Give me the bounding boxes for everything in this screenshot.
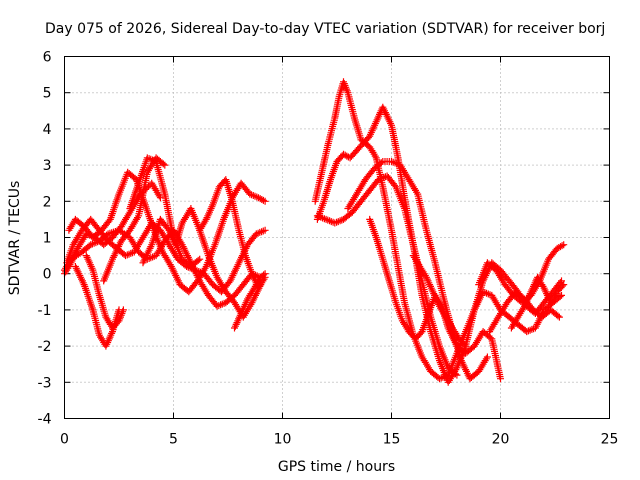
data-point [558, 277, 565, 285]
data-point [127, 249, 135, 257]
x-axis-label: GPS time / hours [278, 459, 395, 475]
data-point [555, 313, 563, 321]
series-track-17 [409, 252, 470, 350]
data-point [481, 289, 489, 296]
data-point [560, 241, 568, 249]
data-point [453, 371, 461, 379]
y-tick-label: 3 [43, 158, 52, 174]
data-point [462, 342, 470, 350]
data-point [261, 270, 269, 278]
y-tick-label: 0 [43, 267, 52, 283]
data-point [87, 241, 95, 249]
data-point [260, 271, 268, 279]
chart-title: Day 075 of 2026, Sidereal Day-to-day VTE… [45, 21, 605, 37]
data-point [484, 290, 492, 298]
data-point [196, 255, 204, 263]
data-point [451, 370, 459, 378]
data-point [159, 160, 167, 168]
data-point [194, 256, 202, 264]
data-point [523, 328, 531, 336]
data-points [61, 78, 568, 386]
data-point [254, 229, 262, 237]
data-point [460, 341, 468, 349]
data-point [333, 218, 341, 226]
data-point [336, 217, 344, 225]
data-point [261, 226, 269, 234]
y-tick-label: 1 [43, 231, 52, 247]
series-track-10 [196, 176, 269, 292]
data-point [149, 253, 157, 261]
series-track-20 [507, 273, 568, 332]
data-point [554, 312, 562, 320]
series-track-12 [311, 78, 565, 383]
series-track-08 [126, 154, 204, 270]
data-point [246, 190, 254, 198]
data-point [213, 302, 221, 310]
data-point [217, 301, 225, 309]
data-point [381, 173, 389, 181]
data-point [258, 228, 266, 236]
data-point [320, 215, 328, 223]
data-point [524, 327, 532, 335]
data-point [388, 158, 395, 165]
x-tick-label: 25 [601, 432, 619, 448]
y-tick-label: -4 [38, 412, 52, 428]
data-point [483, 353, 491, 361]
y-tick-label: 6 [43, 50, 52, 66]
data-point [558, 242, 566, 250]
y-tick-label: -2 [38, 339, 52, 355]
data-point [92, 239, 100, 247]
data-point [326, 217, 334, 225]
data-point [259, 196, 267, 204]
data-point [253, 193, 261, 201]
x-tick-label: 15 [383, 432, 401, 448]
data-point [322, 215, 330, 223]
x-tick-label: 20 [492, 432, 510, 448]
x-tick-label: 10 [274, 432, 292, 448]
y-axis-label: SDTVAR / TECUs [7, 181, 23, 296]
data-point [313, 212, 321, 220]
data-point [161, 161, 169, 169]
series-track-05 [71, 263, 123, 350]
data-point [497, 375, 504, 383]
data-point [391, 159, 399, 167]
series-track-19 [486, 288, 563, 336]
data-point [149, 156, 157, 164]
series-track-14 [313, 172, 461, 379]
y-tick-label: 5 [43, 86, 52, 102]
data-point [191, 266, 199, 274]
data-point [123, 251, 131, 259]
data-point [560, 281, 568, 289]
y-tick-label: 2 [43, 194, 52, 210]
plot-frame [64, 56, 610, 419]
data-point [556, 293, 564, 301]
data-point [558, 282, 566, 290]
series-track-06 [82, 252, 127, 332]
data-point [558, 291, 565, 299]
data-point [145, 155, 153, 163]
data-point [261, 197, 269, 205]
x-tick-label: 0 [60, 432, 69, 448]
series-track-11 [231, 270, 269, 332]
y-tick-label: 4 [43, 122, 52, 138]
series-track-16 [366, 215, 504, 383]
data-point [436, 375, 443, 383]
data-point [528, 325, 536, 333]
data-point [377, 159, 385, 167]
y-tick-label: -1 [38, 303, 52, 319]
data-point [317, 213, 325, 221]
y-tick-label: -3 [38, 375, 52, 391]
data-point [88, 240, 96, 248]
data-point [249, 192, 257, 199]
x-tick-label: 5 [169, 432, 178, 448]
data-point [119, 306, 127, 314]
axis-ticks: -4 -3 -2 -1 0 1 2 3 4 5 6 0 5 10 15 20 25 [38, 50, 619, 448]
data-point [376, 175, 384, 183]
